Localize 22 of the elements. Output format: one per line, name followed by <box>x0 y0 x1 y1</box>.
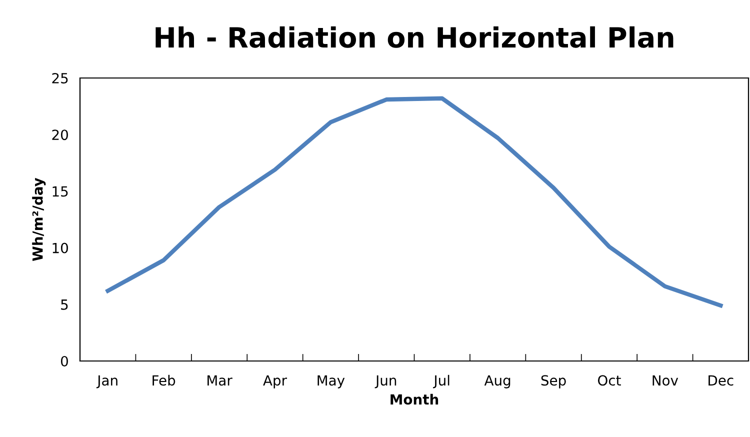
x-tick-label: Dec <box>708 375 734 386</box>
y-tick-label: 20 <box>52 130 68 140</box>
x-tick-label: May <box>318 375 345 388</box>
y-tick-label: 25 <box>52 72 68 84</box>
y-tick-label: 0 <box>60 356 68 366</box>
y-tick-label: 10 <box>52 242 68 254</box>
y-tick-label: 15 <box>52 186 68 197</box>
x-tick-label: Oct <box>598 375 621 386</box>
line-series <box>106 96 723 308</box>
x-tick-label: Nov <box>652 375 678 386</box>
x-axis-title: Month <box>390 394 438 405</box>
y-axis-title: Wh/m²/day <box>32 178 46 262</box>
x-tick-label: Jun <box>374 375 396 388</box>
chart-title: Hh - Radiation on Horizontal Plan <box>156 26 674 48</box>
x-tick-label: Apr <box>263 375 287 388</box>
x-tick-label: Sep <box>541 375 566 388</box>
x-tick-label: Mar <box>208 375 232 386</box>
x-tick-label: Feb <box>152 374 176 386</box>
x-tick-label: Jan <box>96 375 118 388</box>
y-tick-label: 5 <box>61 300 68 310</box>
x-tick-label: Jul <box>433 374 450 388</box>
x-tick-label: Aug <box>484 375 510 388</box>
